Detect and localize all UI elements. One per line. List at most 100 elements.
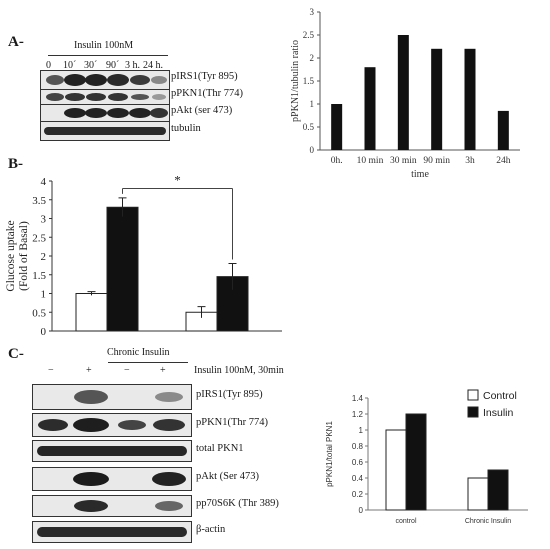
chart-a-ytick-label: 1 (310, 99, 315, 109)
chart-c-ytick-label: 0 (359, 506, 364, 515)
blot-a-tubulin-bands (44, 127, 166, 135)
blot-a-ppkn1-bands (46, 93, 166, 101)
blot-c-total-pkn1-bands (37, 446, 187, 456)
chart-a: 0 0.5 1 1.5 2 2.5 3 0h. 10 min 30 min 90 min 3h 24h t… (290, 7, 520, 180)
chart-a-bar (431, 48, 443, 150)
chart-a-ytick-label: 2.5 (303, 30, 315, 40)
chart-c-ytick-label: 1 (359, 426, 364, 435)
panel-c-chronic-line (108, 362, 188, 363)
chart-c-legend-label: Insulin (483, 407, 514, 419)
chart-a-xtick-label: 90 min (423, 156, 450, 166)
chart-b-ytick-label: 1.5 (32, 270, 46, 282)
chart-a-bar (497, 110, 509, 150)
chart-c-ytick-label: 1.4 (352, 394, 364, 403)
chart-a-ylabel: pPKN1/tubulin ratio (290, 40, 301, 122)
chart-a-ytick-label: 0 (310, 145, 315, 155)
chart-b-ytick-label: 0.5 (32, 307, 46, 319)
chart-c-ytick-label: 0.8 (352, 442, 364, 451)
chart-a-xtick-label: 30 min (390, 156, 417, 166)
chart-c-bar (405, 413, 427, 511)
chart-b-bar (106, 206, 139, 332)
panel-c-sign-2: − (124, 365, 130, 376)
chart-a-bar (397, 35, 409, 150)
panel-b-letter: B- (8, 156, 23, 172)
blot-a-label-0: pIRS1(Tyr 895) (171, 71, 238, 82)
blot-a-pirs1-bands (46, 74, 167, 86)
chart-a-xtick-label: 0h. (331, 156, 343, 166)
panel-c-sign-0: − (48, 365, 54, 376)
panel-c-sign-1: + (86, 365, 92, 376)
chart-c-legend-swatch (467, 389, 479, 401)
chart-a-ytick-label: 3 (310, 7, 315, 17)
chart-a-bar (364, 67, 376, 150)
chart-a-xtick-label: 10 min (357, 156, 384, 166)
chart-a-xtick-label: 24h (496, 156, 511, 166)
chart-b-ytick-label: 0 (41, 326, 47, 338)
blot-c-label-5: β-actin (196, 524, 226, 535)
chart-c-ytick-label: 0.4 (352, 474, 364, 483)
chart-b-ytick-label: 2 (41, 251, 47, 263)
blot-c-pp70s6k-bands (74, 500, 183, 512)
blot-a-ppkn1 (40, 89, 170, 105)
panel-a-treatment: Insulin 100nM (74, 40, 134, 51)
blot-c-label-4: pp70S6K (Thr 389) (196, 498, 279, 509)
chart-b-bar (75, 293, 108, 332)
chart-b: 0 0.5 1 1.5 2 2.5 3 3.5 4 * Glucose uptake (Fold of… (5, 173, 282, 338)
blot-c-beta-actin (32, 521, 192, 543)
blot-c-label-0: pIRS1(Tyr 895) (196, 389, 263, 400)
blot-a-label-3: tubulin (171, 123, 201, 134)
chart-c-ytick-label: 1.2 (352, 410, 364, 419)
blot-a-pakt-bands (64, 108, 168, 118)
chart-b-ylabel-line2: (Fold of Basal) (18, 221, 30, 291)
chart-c-xtick-label: Chronic Insulin (465, 518, 511, 525)
panel-c-chronic-label: Chronic Insulin (107, 347, 170, 358)
blot-c-label-1: pPKN1(Thr 774) (196, 417, 269, 428)
chart-c-ylabel: pPKN1/total PKN1 (325, 421, 334, 487)
blot-c-pirs1-bands (74, 390, 183, 404)
chart-b-ytick-label: 3 (41, 214, 47, 226)
panel-c-sign-3: + (160, 365, 166, 376)
chart-a-ytick-label: 1.5 (303, 76, 315, 86)
panel-a-letter: A- (8, 34, 24, 50)
blot-c-label-2: total PKN1 (196, 443, 244, 454)
chart-c-legend-label: Control (483, 390, 517, 402)
chart-c-bar (487, 469, 509, 511)
panel-c-insulin-label: Insulin 100nM, 30min (194, 365, 284, 376)
chart-c-ytick-label: 0.6 (352, 458, 364, 467)
chart-a-bar (331, 104, 343, 150)
blot-c-ppkn1 (32, 413, 192, 437)
chart-a-xlabel: time (411, 169, 429, 180)
chart-b-ylabel-line1: Glucose uptake (5, 220, 17, 291)
chart-b-ytick-label: 1 (41, 289, 47, 301)
blot-a-label-1: pPKN1(Thr 774) (171, 88, 244, 99)
chart-c: 0 0.2 0.4 0.6 0.8 1 1.2 1.4 control Chronic Insul… (325, 389, 528, 525)
chart-a-xtick-label: 3h (465, 156, 475, 166)
chart-b-ytick-label: 2.5 (32, 232, 46, 244)
timepoint-4: 3 h. (125, 60, 140, 71)
chart-a-bar (464, 48, 476, 150)
panel-a-treatment-line (48, 55, 168, 56)
panel-c-letter: C- (8, 346, 24, 362)
timepoint-2: 30´ (84, 60, 98, 71)
chart-b-ytick-label: 4 (41, 176, 47, 188)
timepoint-3: 90´ (106, 60, 120, 71)
blot-c-beta-actin-bands (37, 527, 187, 537)
chart-c-xtick-label: control (395, 518, 416, 525)
chart-b-significance: * (174, 173, 181, 188)
chart-c-bar (467, 477, 489, 511)
blot-a-tubulin (40, 121, 170, 141)
blot-c-pp70s6k (32, 495, 192, 517)
blot-c-pakt (32, 467, 192, 491)
blot-c-ppkn1-bands (38, 418, 185, 432)
blot-a-label-2: pAkt (ser 473) (171, 105, 233, 116)
blot-a-pirs1 (40, 70, 170, 90)
blot-c-total-pkn1 (32, 440, 192, 462)
blot-c-pirs1 (32, 384, 192, 410)
chart-a-ytick-label: 0.5 (303, 122, 315, 132)
chart-c-bar (385, 429, 407, 511)
blot-c-pakt-bands (73, 472, 186, 486)
chart-c-legend-swatch (467, 406, 479, 418)
timepoint-0: 0 (46, 60, 51, 71)
chart-b-ytick-label: 3.5 (32, 195, 46, 207)
chart-c-ytick-label: 0.2 (352, 490, 364, 499)
